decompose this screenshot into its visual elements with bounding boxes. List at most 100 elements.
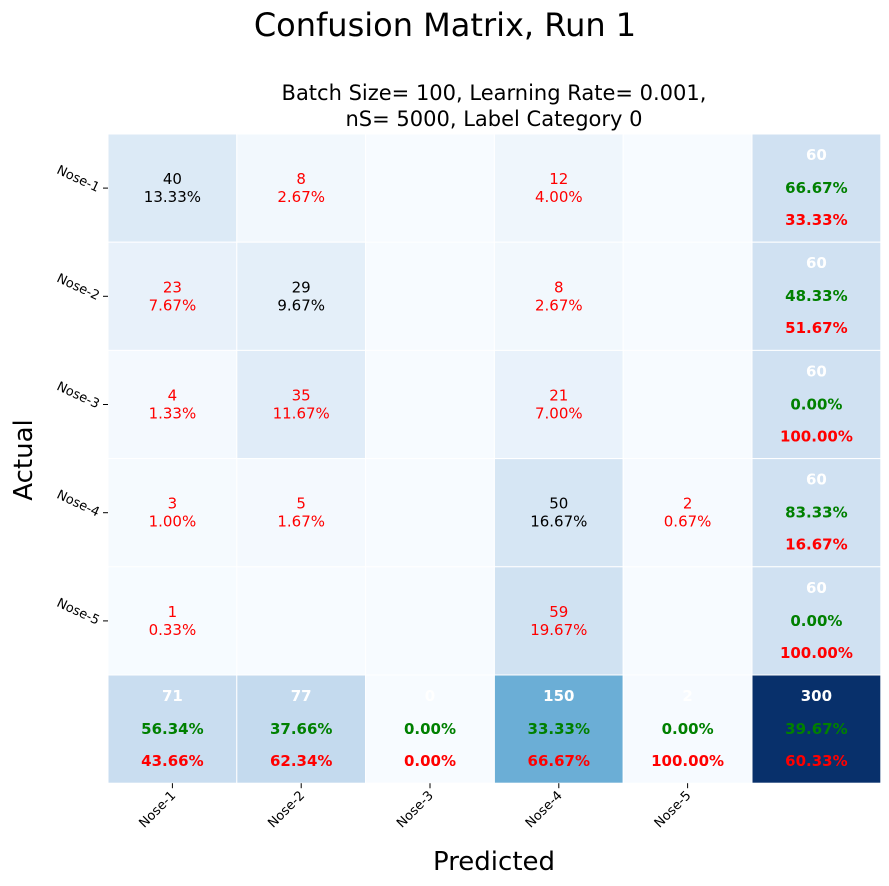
heatmap-cell: [365, 241, 495, 351]
heatmap-cell: [493, 566, 624, 676]
cell-percent-label: 1.67%: [277, 513, 325, 531]
heatmap-cell: [236, 241, 367, 351]
grand-total-cell-error-label: 60.33%: [785, 752, 847, 770]
y-tick-label: Nose-1: [54, 163, 102, 196]
heatmap-cell: [622, 241, 753, 351]
heatmap-cell: [622, 133, 753, 243]
heatmap-cell: [493, 241, 624, 351]
cell-percent-label: 11.67%: [273, 405, 330, 423]
row-summary-cell-correct-label: 0.00%: [790, 395, 842, 413]
row-summary-cell-error-label: 33.33%: [785, 211, 847, 229]
row-summary-cell: [751, 458, 882, 568]
cell-count-label: 2: [683, 495, 693, 513]
column-summary-cell-error-label: 66.67%: [528, 752, 590, 770]
row-summary-cell-error-label: 16.67%: [785, 536, 847, 554]
column-summary-cell: [107, 674, 238, 784]
heatmap-cell: [236, 349, 367, 460]
cell-percent-label: 9.67%: [277, 296, 325, 314]
heatmap-cell: [107, 241, 238, 351]
cell-count-label: 59: [549, 603, 568, 621]
column-summary-cell-total-label: 77: [291, 687, 312, 705]
heatmap-cell: [107, 458, 238, 568]
cell-percent-label: 0.33%: [149, 621, 197, 639]
cell-percent-label: 13.33%: [144, 188, 201, 206]
column-summary-cell-total-label: 2: [682, 687, 692, 705]
column-summary-cell-total-label: 150: [543, 687, 574, 705]
grand-total-cell-correct-label: 39.67%: [785, 720, 847, 738]
chart-title: Confusion Matrix, Run 1: [254, 6, 636, 44]
column-summary-cell: [622, 674, 753, 784]
row-summary-cell: [751, 133, 882, 243]
x-tick-label: Nose-2: [265, 788, 308, 831]
x-tick-label: Nose-1: [137, 788, 180, 831]
heatmap-cell: [622, 566, 753, 676]
cell-percent-label: 7.00%: [535, 405, 583, 423]
column-summary-cell-correct-label: 56.34%: [141, 720, 203, 738]
y-tick-label: Nose-4: [54, 488, 102, 521]
row-summary-cell-correct-label: 66.67%: [785, 179, 847, 197]
cell-count-label: 12: [549, 170, 568, 188]
y-axis-label: Actual: [9, 419, 39, 500]
heatmap-cell: [107, 133, 238, 243]
cell-count-label: 21: [549, 387, 568, 405]
column-summary-cell-total-label: 0: [425, 687, 435, 705]
column-summary-cell-total-label: 71: [162, 687, 183, 705]
column-summary-cell-error-label: 62.34%: [270, 752, 332, 770]
column-summary-cell-correct-label: 0.00%: [404, 720, 456, 738]
cell-percent-label: 19.67%: [530, 621, 587, 639]
heatmap-cell: [365, 566, 495, 676]
cell-percent-label: 4.00%: [535, 188, 583, 206]
y-tick-label: Nose-5: [54, 596, 102, 629]
cell-percent-label: 1.00%: [149, 513, 197, 531]
heatmap-cell: [493, 458, 624, 568]
cell-count-label: 50: [549, 495, 568, 513]
column-summary-cell-correct-label: 37.66%: [270, 720, 332, 738]
cell-count-label: 8: [296, 170, 306, 188]
cell-percent-label: 16.67%: [530, 513, 587, 531]
heatmap-cell: [365, 349, 495, 460]
cell-percent-label: 2.67%: [535, 296, 583, 314]
row-summary-cell: [751, 566, 882, 676]
cell-count-label: 40: [163, 170, 182, 188]
cell-count-label: 4: [168, 387, 178, 405]
row-summary-cell-total-label: 60: [806, 471, 827, 489]
column-summary-cell-correct-label: 0.00%: [662, 720, 714, 738]
grand-total-cell-total-label: 300: [801, 687, 832, 705]
row-summary-cell-correct-label: 48.33%: [785, 287, 847, 305]
row-summary-cell-correct-label: 0.00%: [790, 612, 842, 630]
heatmap-cell: [107, 566, 238, 676]
cell-count-label: 8: [554, 278, 564, 296]
cell-percent-label: 1.33%: [149, 405, 197, 423]
grand-total-cell: [751, 674, 882, 784]
row-summary-cell-correct-label: 83.33%: [785, 504, 847, 522]
heatmap-cell: [236, 133, 367, 243]
heatmap-cells: 4013.33%82.67%124.00%237.67%299.67%82.67…: [107, 133, 882, 784]
cell-count-label: 3: [168, 495, 178, 513]
column-summary-cell-error-label: 0.00%: [404, 752, 456, 770]
x-axis-label: Predicted: [433, 847, 555, 877]
heatmap-cell: [365, 458, 495, 568]
chart-subtitle-line-1: Batch Size= 100, Learning Rate= 0.001,: [282, 81, 707, 105]
heatmap-cell: [622, 349, 753, 460]
row-summary-cell-total-label: 60: [806, 146, 827, 164]
x-tick-label: Nose-4: [523, 788, 566, 831]
column-summary-cell-error-label: 43.66%: [141, 752, 203, 770]
cell-percent-label: 7.67%: [149, 296, 197, 314]
column-summary-cell-correct-label: 33.33%: [528, 720, 590, 738]
column-summary-cell: [365, 674, 495, 784]
column-summary-cell-error-label: 100.00%: [651, 752, 724, 770]
row-summary-cell-total-label: 60: [806, 254, 827, 272]
y-tick-label: Nose-2: [54, 271, 102, 304]
column-summary-cell: [236, 674, 367, 784]
heatmap-cell: [493, 133, 624, 243]
y-tick-label: Nose-3: [54, 379, 102, 412]
row-summary-cell-total-label: 60: [806, 579, 827, 597]
cell-percent-label: 0.67%: [664, 513, 712, 531]
heatmap-cell: [622, 458, 753, 568]
cell-count-label: 29: [292, 278, 311, 296]
heatmap-cell: [236, 566, 367, 676]
row-summary-cell-error-label: 100.00%: [780, 427, 853, 445]
row-summary-cell: [751, 349, 882, 460]
x-tick-label: Nose-5: [652, 788, 695, 831]
